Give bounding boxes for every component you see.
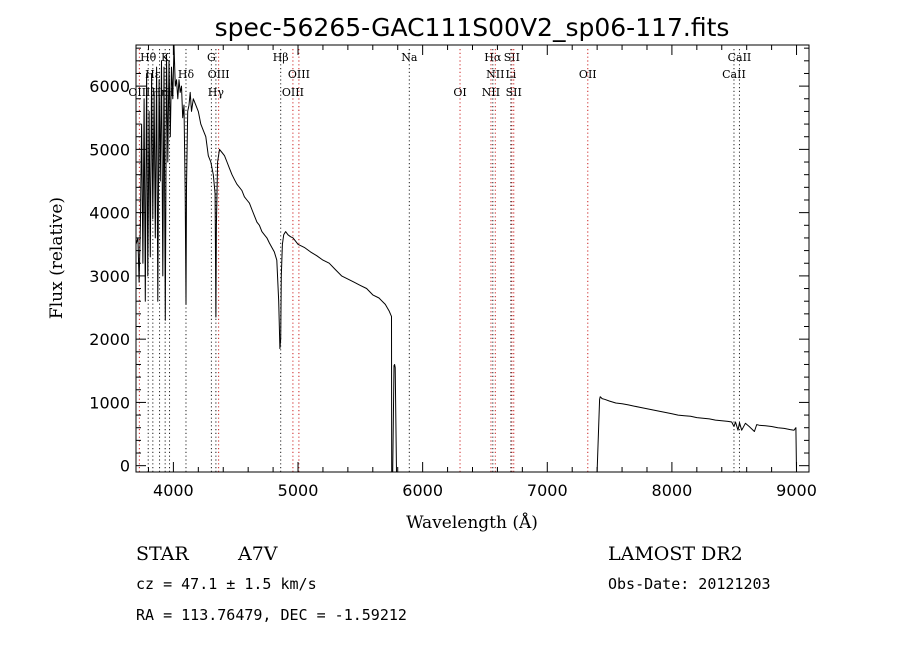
line-marker-label-0: Hθ (140, 51, 157, 64)
x-tick-label: 8000 (652, 481, 693, 500)
line-marker-label-13: Na (401, 51, 418, 64)
line-marker-label-17: NII (486, 68, 504, 81)
line-marker-label-16: SII (504, 51, 520, 64)
chart-title: spec-56265-GAC111S00V2_sp06-117.fits (215, 13, 730, 42)
line-marker-label-20: SII (506, 86, 522, 99)
plot-frame (135, 44, 810, 473)
line-marker-label-12: OIII (282, 86, 304, 99)
line-marker-label-7: G (207, 51, 216, 64)
y-tick-label: 5000 (89, 140, 130, 159)
line-marker-label-4: Hδ (178, 68, 195, 81)
line-marker-label-19: NII (482, 86, 500, 99)
line-marker-label-9: Hγ (208, 86, 225, 99)
spectrum-line-0 (135, 44, 797, 473)
y-tick-label: 0 (120, 457, 130, 476)
x-tick-label: 7000 (527, 481, 568, 500)
object-class: STAR (136, 543, 189, 565)
line-marker-label-21: OII (579, 68, 597, 81)
y-tick-label: 1000 (89, 393, 130, 412)
y-tick-label: 4000 (89, 204, 130, 223)
x-axis-ticks: 4000 5000 6000 7000 8000 9000 (147, 45, 817, 500)
y-tick-label: 2000 (89, 330, 130, 349)
line-marker-label-15: Hα (484, 51, 502, 64)
y-axis-label: Flux (relative) (47, 197, 67, 319)
y-tick-label: 3000 (89, 267, 130, 286)
line-marker-label-8: OIII (208, 68, 230, 81)
x-tick-label: 6000 (402, 481, 443, 500)
x-tick-label: 9000 (776, 481, 817, 500)
x-tick-label: 4000 (153, 481, 194, 500)
line-marker-label-2: Hε (145, 68, 161, 81)
line-marker-label-1: K (161, 51, 170, 64)
line-marker-label-23: CaII (722, 68, 746, 81)
x-tick-label: 5000 (278, 481, 319, 500)
redshift-velocity: cz = 47.1 ± 1.5 km/s (136, 575, 317, 593)
line-marker-label-10: Hβ (273, 51, 289, 64)
observation-date: Obs-Date: 20121203 (608, 575, 771, 593)
y-tick-label: 6000 (89, 77, 130, 96)
spectrum-series (135, 44, 797, 473)
y-axis-ticks: 0 1000 2000 3000 4000 5000 6000 (89, 47, 809, 476)
sky-coordinates: RA = 113.76479, DEC = -1.59212 (136, 606, 407, 624)
spectral-subclass: A7V (237, 543, 278, 565)
survey-name: LAMOST DR2 (608, 543, 743, 565)
line-marker-label-18: Li (505, 68, 516, 81)
line-marker-label-11: OIII (288, 68, 310, 81)
x-axis-label: Wavelength (Å) (406, 512, 538, 533)
line-marker-label-22: CaII (728, 51, 752, 64)
line-marker-label-14: OI (453, 86, 466, 99)
line-marker-label-5: OIII (128, 86, 150, 99)
